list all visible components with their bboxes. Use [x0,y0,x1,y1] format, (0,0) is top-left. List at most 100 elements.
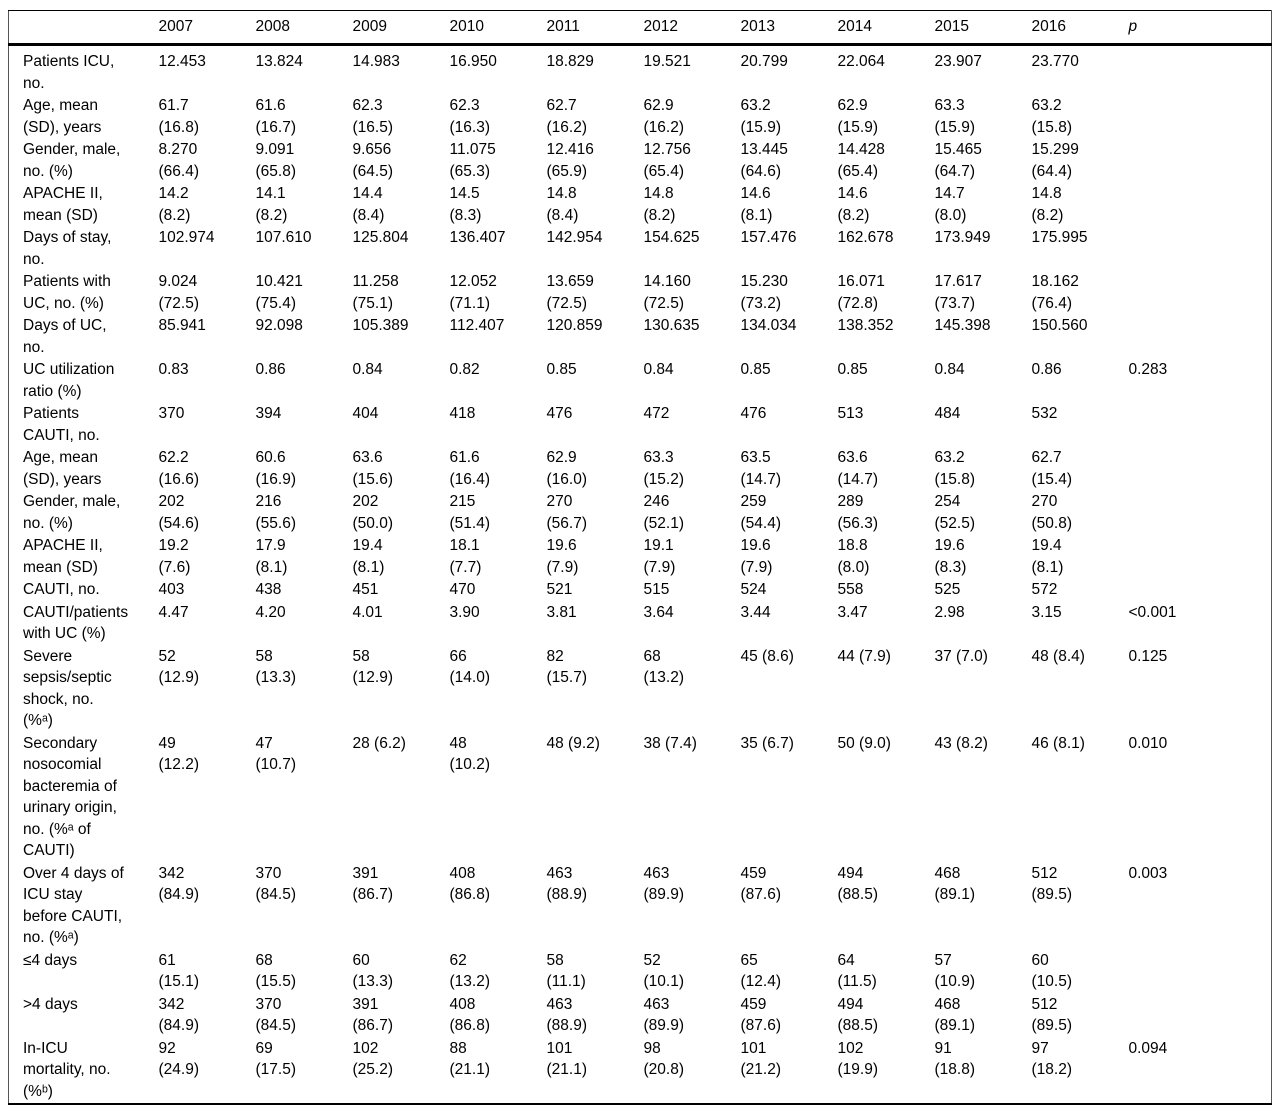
value-cell: 102 (19.9) [837,1039,879,1079]
value-cell: 12.453 [158,53,206,70]
value-cell: 61.7 (16.8) [158,97,200,136]
value-cell: 512 (89.5) [1031,864,1073,904]
cauti-icu-yearly-table: 2007 2008 2009 2010 2011 2012 2013 2014 2015 2016… [8,10,1272,1105]
value-cell: 19.4 (8.1) [352,537,385,576]
value-cell: 23.907 [934,53,982,70]
value-cell: 463 (89.9) [643,995,685,1035]
value-cell: 391 (86.7) [352,864,394,904]
p-value-cell [1129,45,1272,96]
value-cell: 102.974 [158,229,215,246]
value-cell: 19.2 (7.6) [158,537,191,576]
value-cell: 19.6 (8.3) [934,537,967,576]
value-cell: 0.85 [546,361,577,378]
value-cell: 63.6 (14.7) [837,449,879,488]
value-cell: 13.824 [255,53,303,70]
value-cell: 11.258 (75.1) [352,273,399,312]
value-cell: 157.476 [740,229,797,246]
value-cell: 4.47 [158,603,189,621]
value-cell: 138.352 [837,317,894,334]
value-cell: 463 (88.9) [546,864,588,904]
value-cell: 0.82 [449,361,480,378]
value-cell: 64 (11.5) [837,951,877,991]
table-row: Patients CAUTI, no. 370 394 404 418 476 472 476… [9,403,1272,447]
value-cell: 463 (89.9) [643,864,685,904]
value-cell: 105.389 [352,317,409,334]
value-cell: 136.407 [449,229,506,246]
value-cell: 14.8 (8.4) [546,185,579,224]
value-cell: 50 (9.0) [837,734,891,752]
value-cell: 14.6 (8.2) [837,185,870,224]
value-cell: 20.799 [740,53,788,70]
value-cell: 61 (15.1) [158,951,200,991]
value-cell: 88 (21.1) [449,1039,491,1079]
header-year: 2009 [352,10,450,46]
table-row: Over 4 days of ICU stay before CAUTI, no… [9,863,1272,950]
value-cell: 52 (10.1) [643,951,685,991]
value-cell: 403 [158,581,185,598]
row-label: CAUTI, no. [23,581,100,598]
value-cell: 19.521 [643,53,691,70]
row-label: Age, mean (SD), years [23,97,102,136]
value-cell: 525 [934,581,961,598]
value-cell: 142.954 [546,229,603,246]
value-cell: 476 [546,405,573,422]
value-cell: 14.2 (8.2) [158,185,191,224]
row-label: Days of UC, no. [23,317,107,356]
table-row: APACHE II, mean (SD) 14.2 (8.2) 14.1 (8.2)… [9,183,1272,227]
value-cell: 215 (51.4) [449,493,491,532]
value-cell: 63.2 (15.9) [740,97,782,136]
value-cell: 19.6 (7.9) [740,537,773,576]
value-cell: 68 (15.5) [255,951,297,991]
value-cell: 0.86 [255,361,286,378]
row-label: UC utilization ratio (%) [23,361,115,400]
value-cell: 342 (84.9) [158,864,200,904]
p-value-cell [1129,271,1272,315]
header-year: 2015 [934,10,1032,46]
table-row: Patients with UC, no. (%) 9.024 (72.5) 10.… [9,271,1272,315]
table-row: In-ICU mortality, no. (%ᵇ) 92 (24.9) 69 (1… [9,1038,1272,1105]
value-cell: 532 [1031,405,1058,422]
value-cell: 459 (87.6) [740,864,782,904]
value-cell: 48 (9.2) [546,734,600,752]
value-cell: 23.770 [1031,53,1079,70]
p-value-cell [1129,95,1272,139]
value-cell: 62.9 (16.0) [546,449,588,488]
row-label: In-ICU mortality, no. (%ᵇ) [23,1039,111,1100]
value-cell: 3.90 [449,603,480,621]
value-cell: 270 (56.7) [546,493,588,532]
value-cell: 63.2 (15.8) [1031,97,1073,136]
value-cell: 18.162 (76.4) [1031,273,1079,312]
row-label: Days of stay, no. [23,229,112,268]
p-value-cell [1129,315,1272,359]
value-cell: 408 (86.8) [449,864,491,904]
value-cell: 259 (54.4) [740,493,782,532]
p-value-cell [1129,227,1272,271]
value-cell: 173.949 [934,229,991,246]
value-cell: 62.3 (16.5) [352,97,394,136]
table-row: Gender, male, no. (%) 8.270 (66.4) 9.091 (… [9,139,1272,183]
p-value-cell: 0.094 [1128,1039,1168,1057]
header-year: 2010 [449,10,547,46]
value-cell: 15.299 (64.4) [1031,141,1079,180]
value-cell: 19.4 (8.1) [1031,537,1064,576]
value-cell: 14.4 (8.4) [352,185,385,224]
value-cell: 175.995 [1031,229,1088,246]
value-cell: 44 (7.9) [837,647,891,665]
header-empty-cell [8,10,159,46]
value-cell: 391 (86.7) [352,995,394,1035]
value-cell: 494 (88.5) [837,995,879,1035]
value-cell: 12.756 (65.4) [643,141,691,180]
row-label: Patients with UC, no. (%) [23,273,111,312]
value-cell: 60 (10.5) [1031,951,1073,991]
p-value-cell [1129,950,1272,994]
p-value-cell [1129,491,1272,535]
value-cell: 61.6 (16.4) [449,449,491,488]
value-cell: 370 [158,405,185,422]
value-cell: 19.1 (7.9) [643,537,676,576]
p-value-cell: <0.001 [1128,603,1177,621]
value-cell: 63.3 (15.2) [643,449,685,488]
value-cell: 0.85 [740,361,771,378]
value-cell: 97 (18.2) [1031,1039,1073,1079]
value-cell: 17.617 (73.7) [934,273,982,312]
value-cell: 12.416 (65.9) [546,141,594,180]
